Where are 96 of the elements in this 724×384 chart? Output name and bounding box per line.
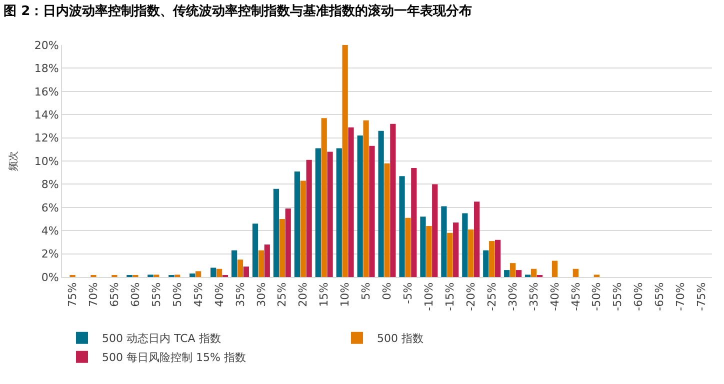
x-tick-label: 35% [234, 282, 247, 307]
bar [462, 213, 468, 277]
x-tick-label: -60% [632, 282, 646, 311]
legend-label: 500 动态日内 TCA 指数 [102, 332, 221, 346]
bar [483, 250, 489, 277]
bar [237, 260, 244, 277]
bar [447, 232, 453, 277]
bar [210, 268, 216, 277]
bar [195, 271, 202, 277]
chart-title: 图 2：日内波动率控制指数、传统波动率控制指数与基准指数的滚动一年表现分布 [4, 2, 472, 19]
bar [441, 206, 447, 277]
bar [252, 224, 258, 277]
bar [321, 118, 327, 277]
x-tick-label: -20% [464, 282, 478, 311]
bar [405, 218, 411, 277]
bar [399, 176, 405, 277]
x-tick-label: -35% [527, 282, 540, 311]
x-tick-label: -55% [611, 282, 624, 311]
bar [432, 184, 438, 277]
bar [243, 266, 249, 277]
bar [468, 229, 474, 277]
bar [294, 171, 300, 277]
bar [411, 168, 417, 277]
bar [363, 120, 369, 277]
bar [510, 263, 516, 277]
x-tick-label: 40% [212, 282, 226, 307]
bar [453, 222, 459, 277]
x-tick-label: 15% [318, 282, 331, 307]
bar [530, 268, 537, 277]
y-tick-label: 20% [34, 38, 59, 52]
x-tick-label: 70% [87, 282, 100, 307]
bar [279, 219, 285, 277]
bar [494, 240, 501, 277]
bar [258, 250, 264, 277]
bar [300, 180, 306, 277]
y-tick-label: 0% [41, 270, 59, 284]
x-tick-label: -50% [590, 282, 604, 311]
bar [285, 208, 291, 277]
bar [369, 146, 375, 277]
bar [474, 202, 480, 277]
x-tick-label: -25% [485, 282, 498, 311]
bar [357, 135, 363, 277]
x-tick-label: 65% [108, 282, 121, 307]
x-tick-label: 30% [254, 282, 268, 307]
x-tick-label: -15% [443, 282, 456, 311]
bar [384, 163, 390, 277]
y-tick-label: 8% [41, 178, 59, 192]
bar [426, 226, 432, 277]
bar [348, 127, 354, 277]
x-tick-label: 45% [192, 282, 205, 307]
y-tick-label: 14% [34, 108, 59, 122]
bar [516, 270, 522, 277]
x-tick-label: 20% [296, 282, 310, 307]
y-tick-label: 2% [41, 248, 59, 261]
y-tick-label: 16% [34, 85, 59, 98]
x-tick-label: -5% [402, 282, 415, 304]
y-tick-label: 18% [34, 62, 59, 76]
x-tick-label: 5% [360, 282, 373, 300]
bar [336, 148, 342, 277]
y-tick-label: 4% [41, 224, 59, 238]
x-tick-label: 10% [338, 282, 352, 307]
x-tick-label: -30% [506, 282, 520, 311]
x-tick-label: -65% [653, 282, 666, 311]
bar [504, 270, 510, 277]
bar [315, 148, 321, 277]
x-tick-label: 55% [150, 282, 163, 307]
bar [390, 124, 396, 277]
x-tick-label: -40% [548, 282, 562, 311]
bar [216, 268, 222, 277]
bar [231, 250, 238, 277]
y-tick-label: 6% [41, 201, 59, 214]
x-tick-label: -70% [674, 282, 688, 311]
legend-label: 500 每日风险控制 15% 指数 [102, 351, 246, 364]
x-tick-label: 50% [170, 282, 184, 307]
x-tick-label: 75% [66, 282, 80, 307]
bar [572, 268, 579, 277]
bar [489, 241, 495, 277]
x-tick-label: -45% [569, 282, 582, 311]
x-tick-label: -10% [422, 282, 436, 311]
bar [190, 274, 196, 277]
x-tick-label: 0% [380, 282, 394, 300]
legend-label: 500 指数 [377, 332, 424, 346]
x-tick-label: 60% [128, 282, 142, 307]
bar [327, 152, 333, 277]
bar [273, 188, 280, 277]
bar [378, 130, 384, 277]
bar [306, 160, 312, 277]
y-axis-title: 频次 [7, 151, 20, 171]
y-tick-label: 12% [34, 132, 59, 145]
x-tick-label: 25% [276, 282, 289, 307]
y-tick-label: 10% [34, 154, 59, 168]
bar [552, 260, 558, 277]
x-tick-label: -75% [695, 282, 708, 311]
bar [420, 216, 426, 277]
bar [264, 244, 270, 277]
bar [342, 45, 348, 277]
